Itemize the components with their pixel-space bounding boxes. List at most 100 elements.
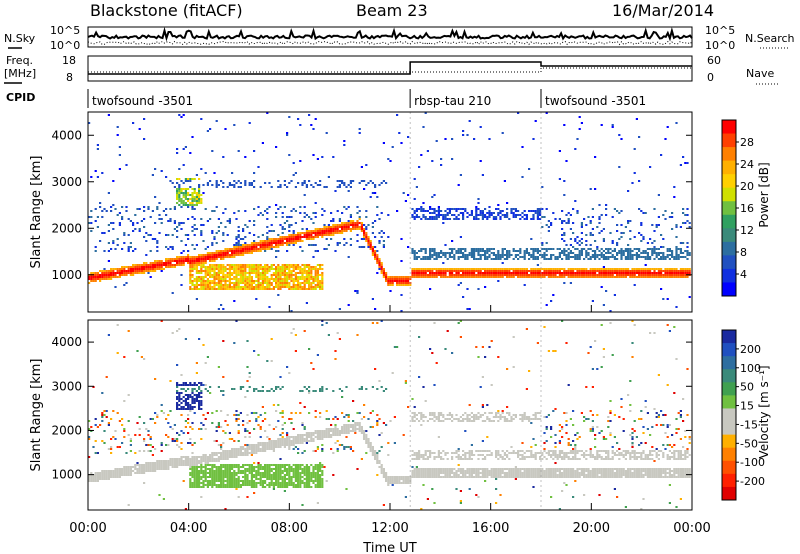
data-cell xyxy=(596,274,599,276)
data-cell xyxy=(611,274,614,276)
data-cell xyxy=(173,464,176,466)
data-cell xyxy=(281,272,284,274)
data-cell xyxy=(279,244,282,246)
data-cell xyxy=(169,180,172,182)
data-cell xyxy=(99,276,102,278)
data-cell xyxy=(118,470,121,472)
data-cell xyxy=(261,486,264,488)
data-cell xyxy=(248,372,251,374)
data-cell xyxy=(382,244,385,246)
data-cell xyxy=(382,240,385,242)
data-cell xyxy=(195,286,198,288)
data-cell xyxy=(253,412,256,414)
data-cell xyxy=(547,270,550,272)
data-cell xyxy=(257,278,260,280)
data-cell xyxy=(528,210,531,212)
data-cell xyxy=(400,238,403,240)
data-cell xyxy=(202,280,205,282)
data-cell xyxy=(217,254,220,256)
data-cell xyxy=(266,288,269,290)
data-cell xyxy=(389,290,392,292)
data-cell xyxy=(556,270,559,272)
data-cell xyxy=(255,412,258,414)
data-cell xyxy=(301,282,304,284)
data-cell xyxy=(330,230,333,232)
data-cell xyxy=(668,216,671,218)
data-cell xyxy=(182,400,185,402)
colorbar-tick-label: 8 xyxy=(740,246,747,259)
data-cell xyxy=(567,254,570,256)
data-cell xyxy=(349,238,352,240)
data-cell xyxy=(660,268,663,270)
data-cell xyxy=(633,248,636,250)
data-cell xyxy=(255,284,258,286)
data-cell xyxy=(580,272,583,274)
data-cell xyxy=(123,474,126,476)
data-cell xyxy=(171,292,174,294)
data-cell xyxy=(195,202,198,204)
data-cell xyxy=(334,226,337,228)
data-cell xyxy=(257,466,260,468)
data-cell xyxy=(121,248,124,250)
data-cell xyxy=(264,450,267,452)
data-cell xyxy=(121,468,124,470)
data-cell xyxy=(314,250,317,252)
data-cell xyxy=(466,216,469,218)
data-cell xyxy=(266,390,269,392)
data-cell xyxy=(180,392,183,394)
data-cell xyxy=(440,256,443,258)
data-cell xyxy=(334,224,337,226)
data-cell xyxy=(341,222,344,224)
data-cell xyxy=(569,282,572,284)
data-cell xyxy=(101,278,104,280)
data-cell xyxy=(616,252,619,254)
data-cell xyxy=(363,238,366,240)
data-cell xyxy=(594,270,597,272)
data-cell xyxy=(607,252,610,254)
data-cell xyxy=(279,484,282,486)
data-cell xyxy=(123,430,126,432)
data-cell xyxy=(191,406,194,408)
data-cell xyxy=(220,464,223,466)
data-cell xyxy=(347,222,350,224)
y-tick-label: 2000 xyxy=(51,221,82,235)
data-cell xyxy=(503,272,506,274)
data-cell xyxy=(281,412,284,414)
data-cell xyxy=(195,362,198,364)
data-cell xyxy=(664,270,667,272)
data-cell xyxy=(303,286,306,288)
data-cell xyxy=(255,244,258,246)
data-cell xyxy=(374,246,377,248)
data-cell xyxy=(257,214,260,216)
data-cell xyxy=(360,226,363,228)
data-cell xyxy=(387,284,390,286)
data-cell xyxy=(244,246,247,248)
data-cell xyxy=(132,122,135,124)
data-cell xyxy=(332,226,335,228)
data-cell xyxy=(253,186,256,188)
data-cell xyxy=(169,266,172,268)
data-cell xyxy=(101,416,104,418)
data-cell xyxy=(424,248,427,250)
data-cell xyxy=(189,276,192,278)
data-cell xyxy=(244,448,247,450)
data-cell xyxy=(457,256,460,258)
data-cell xyxy=(488,276,491,278)
data-cell xyxy=(523,256,526,258)
data-cell xyxy=(638,270,641,272)
data-cell xyxy=(308,268,311,270)
data-cell xyxy=(200,230,203,232)
data-cell xyxy=(195,466,198,468)
data-cell xyxy=(407,136,410,138)
data-cell xyxy=(286,250,289,252)
data-cell xyxy=(657,268,660,270)
data-cell xyxy=(281,480,284,482)
data-cell xyxy=(486,272,489,274)
data-cell xyxy=(312,278,315,280)
data-cell xyxy=(629,252,632,254)
data-cell xyxy=(136,468,139,470)
data-cell xyxy=(206,458,209,460)
data-cell xyxy=(479,268,482,270)
data-cell xyxy=(686,220,689,222)
data-cell xyxy=(512,258,515,260)
